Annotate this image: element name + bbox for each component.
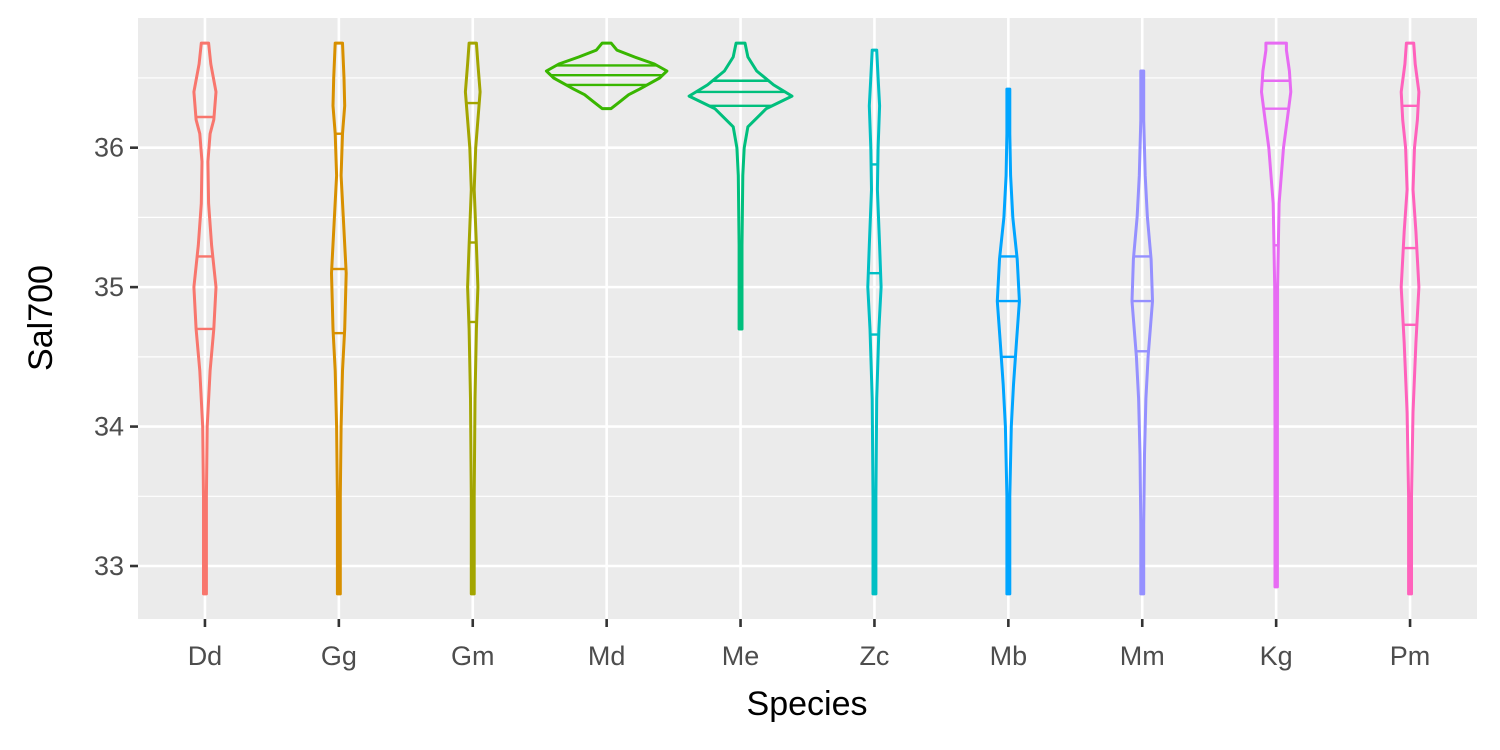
axes: 33 34 35 36 Dd Gg Gm Md Me Zc Mb Mm Kg Pm xyxy=(94,133,1430,671)
violin-Dd xyxy=(192,41,218,596)
x-tick-label: Mm xyxy=(1120,641,1165,671)
x-tick-label: Mb xyxy=(990,641,1028,671)
violin-Pm xyxy=(1399,41,1421,596)
violin-Gg xyxy=(330,41,348,596)
x-tick-label: Md xyxy=(588,641,626,671)
y-tick-label: 35 xyxy=(94,272,124,302)
plot-panel xyxy=(138,18,1477,619)
violin-Mm xyxy=(1130,69,1154,596)
violin-Gm xyxy=(463,41,482,596)
y-tick-label: 36 xyxy=(94,133,124,163)
x-tick-label: Me xyxy=(722,641,760,671)
y-tick-label: 33 xyxy=(94,551,124,581)
x-tick-label: Zc xyxy=(859,641,889,671)
violin-Kg xyxy=(1260,41,1293,589)
x-tick-label: Pm xyxy=(1390,641,1431,671)
violin-Md xyxy=(544,41,669,111)
x-tick-label: Kg xyxy=(1260,641,1293,671)
x-tick-label: Gg xyxy=(321,641,357,671)
x-axis-title: Species xyxy=(747,685,868,723)
violins xyxy=(192,41,1421,596)
violin-Zc xyxy=(866,48,883,596)
violin-Me xyxy=(687,41,794,331)
x-tick-label: Gm xyxy=(451,641,495,671)
y-tick-label: 34 xyxy=(94,412,124,442)
y-axis-title: Sal700 xyxy=(22,265,60,371)
x-tick-label: Dd xyxy=(188,641,223,671)
